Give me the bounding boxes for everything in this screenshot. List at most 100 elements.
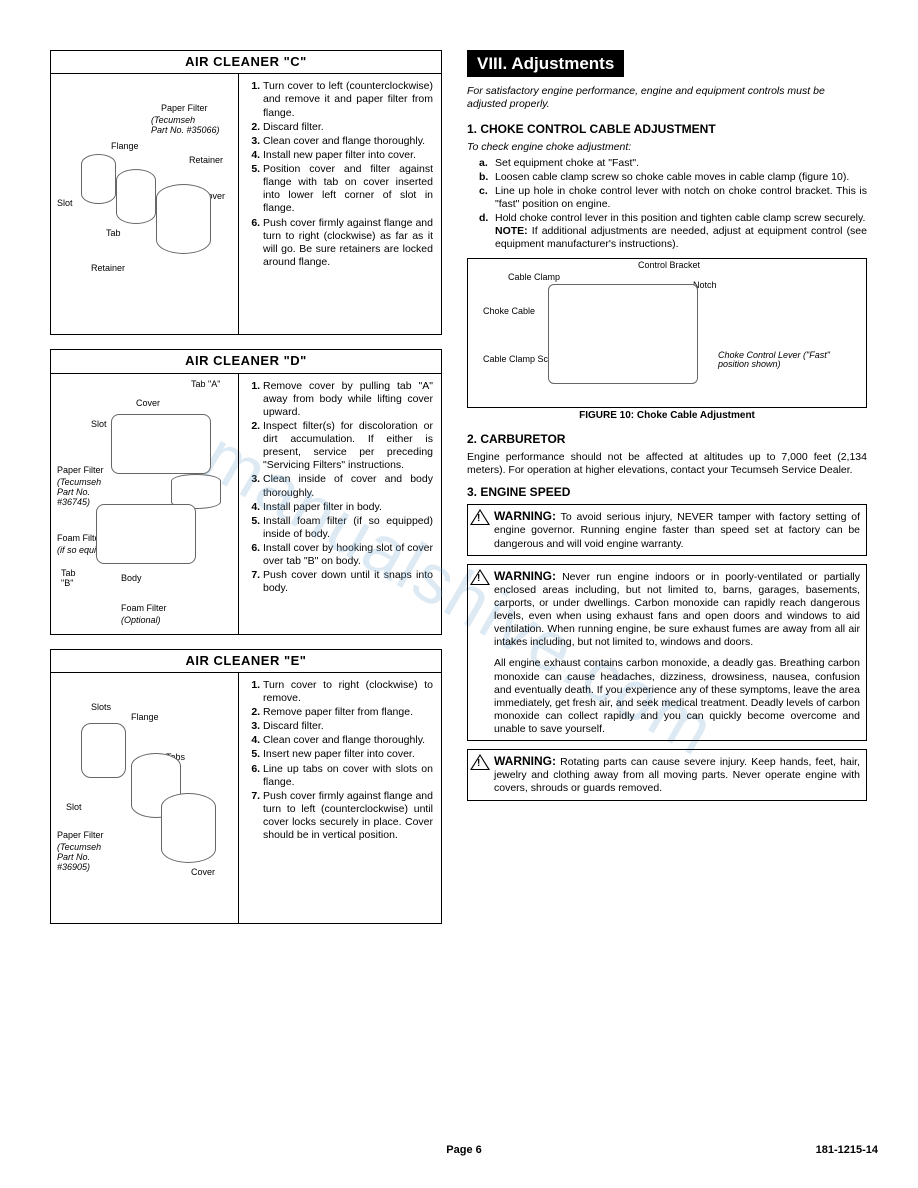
- step: Position cover and filter against flange…: [263, 163, 433, 216]
- list-item: c.Line up hole in choke control lever wi…: [495, 185, 867, 211]
- step: Push cover down until it snaps into body…: [263, 569, 433, 595]
- step: Push cover firmly against flange and tur…: [263, 790, 433, 843]
- diagram-label: Part No. #35066): [151, 126, 220, 135]
- carb-body: Engine performance should not be affecte…: [467, 451, 867, 477]
- diagram-shape: [156, 184, 211, 254]
- list-text: Loosen cable clamp screw so choke cable …: [495, 171, 849, 183]
- diagram-label: Part No.: [57, 853, 90, 862]
- step: Remove cover by pulling tab "A" away fro…: [263, 380, 433, 419]
- note-label: NOTE:: [495, 225, 528, 237]
- step: Clean cover and flange thoroughly.: [263, 734, 433, 747]
- warning-box-3: ! WARNING: Rotating parts can cause seve…: [467, 749, 867, 800]
- diagram-shape: [116, 169, 156, 224]
- figure-label: Control Bracket: [638, 261, 700, 270]
- diagram-label: Cover: [136, 399, 160, 408]
- page-footer: Page 6 181-1215-14: [50, 1144, 878, 1158]
- figure-label: Cable Clamp: [508, 273, 560, 282]
- air-cleaner-d-box: AIR CLEANER "D" Tab "A" Cover Slot Paper…: [50, 349, 442, 634]
- choke-lead: To check engine choke adjustment:: [467, 141, 867, 154]
- diagram-label: Flange: [111, 142, 139, 151]
- step: Install foam filter (if so equipped) ins…: [263, 515, 433, 541]
- diagram-shape: [81, 723, 126, 778]
- diagram-label: Part No.: [57, 488, 90, 497]
- step: Line up tabs on cover with slots on flan…: [263, 763, 433, 789]
- diagram-label: Cover: [191, 868, 215, 877]
- diagram-shape: [96, 504, 196, 564]
- diagram-label: Retainer: [189, 156, 223, 165]
- air-cleaner-c-title: AIR CLEANER "C": [51, 51, 441, 74]
- warning-label: WARNING:: [494, 509, 556, 523]
- list-item: d.Hold choke control lever in this posit…: [495, 212, 867, 251]
- list-text: Line up hole in choke control lever with…: [495, 185, 867, 210]
- diagram-shape: [81, 154, 116, 204]
- step: Discard filter.: [263, 720, 433, 733]
- page-columns: AIR CLEANER "C" Paper Filter (Tecumseh P…: [50, 50, 878, 938]
- step: Push cover firmly against flange and tur…: [263, 217, 433, 270]
- air-cleaner-d-steps: Remove cover by pulling tab "A" away fro…: [239, 374, 441, 634]
- air-cleaner-c-diagram: Paper Filter (Tecumseh Part No. #35066) …: [51, 74, 239, 334]
- figure-shape: [548, 284, 698, 384]
- speed-heading: 3. ENGINE SPEED: [467, 485, 867, 500]
- choke-steps-list: a.Set equipment choke at "Fast". b.Loose…: [467, 157, 867, 252]
- list-marker: b.: [479, 171, 488, 184]
- step: Install new paper filter into cover.: [263, 149, 433, 162]
- air-cleaner-d-diagram: Tab "A" Cover Slot Paper Filter (Tecumse…: [51, 374, 239, 634]
- list-marker: a.: [479, 157, 488, 170]
- diagram-label: Slots: [91, 703, 111, 712]
- diagram-label: Slot: [57, 199, 73, 208]
- diagram-label: #36905): [57, 863, 90, 872]
- air-cleaner-c-box: AIR CLEANER "C" Paper Filter (Tecumseh P…: [50, 50, 442, 335]
- step: Clean inside of cover and body thoroughl…: [263, 473, 433, 499]
- diagram-label: (Tecumseh: [151, 116, 195, 125]
- diagram-label: Paper Filter: [57, 831, 104, 840]
- footer-page-number: Page 6: [446, 1144, 481, 1158]
- diagram-label: Body: [121, 574, 142, 583]
- step: Turn cover to right (clockwise) to remov…: [263, 679, 433, 705]
- warning-label: WARNING:: [494, 569, 556, 583]
- choke-heading: 1. CHOKE CONTROL CABLE ADJUSTMENT: [467, 122, 867, 137]
- step: Install cover by hooking slot of cover o…: [263, 542, 433, 568]
- section-title-bar: VIII. Adjustments: [467, 50, 624, 77]
- diagram-label: Tab: [61, 569, 76, 578]
- step: Clean cover and flange thoroughly.: [263, 135, 433, 148]
- step: Inspect filter(s) for discoloration or d…: [263, 420, 433, 473]
- diagram-label: Retainer: [91, 264, 125, 273]
- figure-label: Choke Control Lever ("Fast" position sho…: [718, 351, 838, 369]
- warning-text: All engine exhaust contains carbon monox…: [494, 657, 860, 735]
- step: Discard filter.: [263, 121, 433, 134]
- air-cleaner-e-box: AIR CLEANER "E" Slots Flange Tabs Slot P…: [50, 649, 442, 924]
- diagram-label: (Tecumseh: [57, 478, 101, 487]
- diagram-label: #36745): [57, 498, 90, 507]
- footer-doc-number: 181-1215-14: [816, 1144, 878, 1158]
- air-cleaner-d-title: AIR CLEANER "D": [51, 350, 441, 373]
- diagram-label: (Tecumseh: [57, 843, 101, 852]
- diagram-label: Tab "A": [191, 380, 220, 389]
- diagram-label: Foam Filter: [121, 604, 167, 613]
- diagram-shape: [111, 414, 211, 474]
- diagram-shape: [161, 793, 216, 863]
- figure-10-box: Cable Clamp Control Bracket Notch Choke …: [467, 258, 867, 408]
- list-item: b.Loosen cable clamp screw so choke cabl…: [495, 171, 867, 184]
- left-column: AIR CLEANER "C" Paper Filter (Tecumseh P…: [50, 50, 442, 938]
- diagram-label: Slot: [66, 803, 82, 812]
- list-marker: d.: [479, 212, 488, 225]
- step: Install paper filter in body.: [263, 501, 433, 514]
- air-cleaner-e-diagram: Slots Flange Tabs Slot Paper Filter (Tec…: [51, 673, 239, 923]
- air-cleaner-e-steps: Turn cover to right (clockwise) to remov…: [239, 673, 441, 923]
- list-item: a.Set equipment choke at "Fast".: [495, 157, 867, 170]
- diagram-label: Paper Filter: [161, 104, 208, 113]
- step: Remove paper filter from flange.: [263, 706, 433, 719]
- list-marker: c.: [479, 185, 488, 198]
- air-cleaner-e-title: AIR CLEANER "E": [51, 650, 441, 673]
- air-cleaner-c-steps: Turn cover to left (counterclockwise) an…: [239, 74, 441, 334]
- carb-heading: 2. CARBURETOR: [467, 432, 867, 447]
- warning-box-2: ! WARNING: Never run engine indoors or i…: [467, 564, 867, 742]
- figure-10-caption: FIGURE 10: Choke Cable Adjustment: [467, 410, 867, 423]
- diagram-label: Flange: [131, 713, 159, 722]
- warning-label: WARNING:: [494, 754, 556, 768]
- list-text: Set equipment choke at "Fast".: [495, 157, 639, 169]
- warning-box-1: ! WARNING: To avoid serious injury, NEVE…: [467, 504, 867, 555]
- right-column: VIII. Adjustments For satisfactory engin…: [467, 50, 867, 938]
- figure-label: Choke Cable: [483, 307, 535, 316]
- step: Insert new paper filter into cover.: [263, 748, 433, 761]
